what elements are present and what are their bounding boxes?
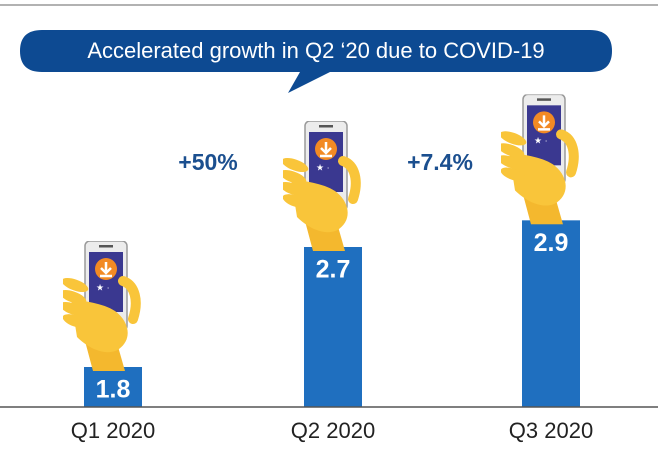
hand-phone-icon [278,121,356,251]
x-tick-label: Q2 2020 [291,418,375,443]
bar [522,220,580,407]
title-callout [20,30,612,93]
x-tick-label: Q3 2020 [509,418,593,443]
hand-phone-icon [496,94,574,224]
growth-annotation: +50% [178,149,237,175]
value-label: 1.8 [96,376,131,404]
bar [84,367,142,407]
growth-annotation: +7.4% [407,149,473,175]
value-label: 2.9 [534,229,569,257]
value-label: 2.7 [316,256,351,284]
chart-title: Accelerated growth in Q2 ‘20 due to COVI… [87,38,544,63]
hand-phone-icon [58,241,136,371]
bar [304,247,362,407]
x-tick-label: Q1 2020 [71,418,155,443]
